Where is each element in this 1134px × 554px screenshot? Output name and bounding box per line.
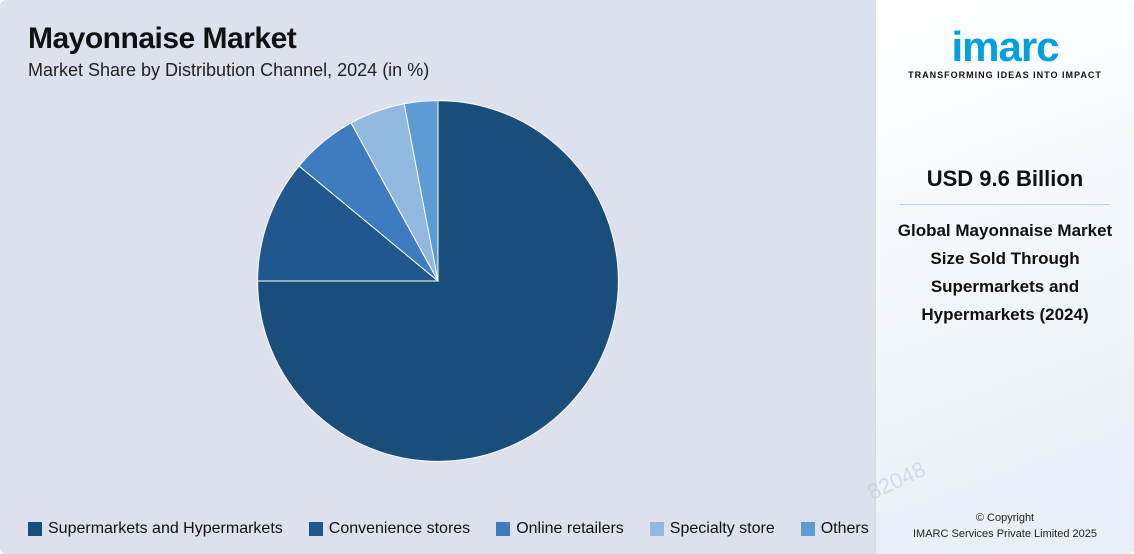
legend-item: Online retailers [496,520,624,538]
legend-item: Supermarkets and Hypermarkets [28,520,283,538]
logo-word: imarc [951,23,1058,70]
copyright-line2: IMARC Services Private Limited 2025 [876,527,1134,542]
stat-label: Global Mayonnaise Market Size Sold Throu… [894,217,1116,329]
page-subtitle: Market Share by Distribution Channel, 20… [28,60,847,81]
legend-item: Specialty store [650,520,775,538]
legend-swatch [28,522,42,536]
legend-swatch [309,522,323,536]
copyright-line1: © Copyright [876,511,1134,526]
legend-swatch [650,522,664,536]
divider [900,204,1110,205]
legend-label: Supermarkets and Hypermarkets [48,520,283,538]
legend-item: Others [801,520,869,538]
legend-label: Others [821,520,869,538]
pie-chart-container [28,81,847,481]
page-title: Mayonnaise Market [28,22,847,56]
copyright: © Copyright IMARC Services Private Limit… [876,511,1134,542]
logo-tagline: TRANSFORMING IDEAS INTO IMPACT [894,70,1116,80]
legend-label: Convenience stores [329,520,470,538]
legend-label: Specialty store [670,520,775,538]
logo-text: imarc [894,26,1116,68]
pie-chart [243,86,633,476]
legend-label: Online retailers [516,520,624,538]
chart-legend: Supermarkets and Hypermarkets Convenience… [28,520,847,538]
brand-logo: imarc TRANSFORMING IDEAS INTO IMPACT [894,26,1116,80]
side-panel: 82048 imarc TRANSFORMING IDEAS INTO IMPA… [875,0,1134,554]
main-panel: Mayonnaise Market Market Share by Distri… [0,0,875,554]
legend-swatch [801,522,815,536]
stat-value: USD 9.6 Billion [894,166,1116,192]
legend-item: Convenience stores [309,520,470,538]
legend-swatch [496,522,510,536]
